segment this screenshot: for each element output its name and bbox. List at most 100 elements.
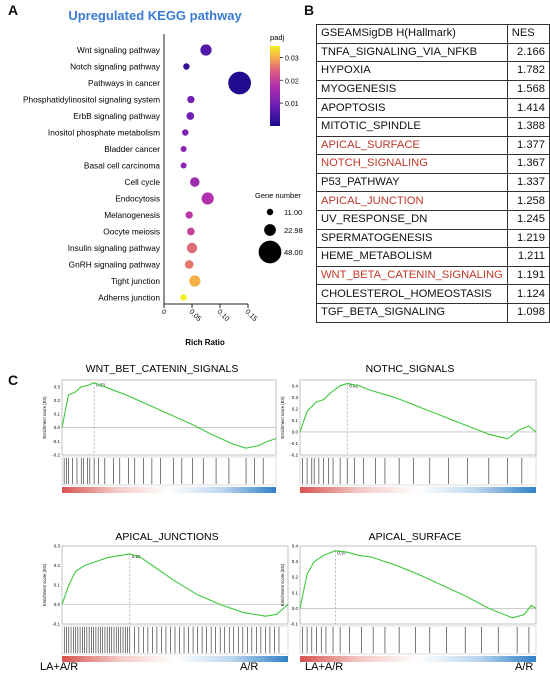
gsea-rank-bar [62, 656, 288, 662]
table-row: UV_RESPONSE_DN 1.245 [317, 210, 550, 229]
size-legend-title: Gene number [255, 191, 301, 200]
gsea-es-line [62, 383, 276, 449]
gsea-peak-label: 0.37 [337, 551, 346, 556]
gsea-y-tick-label: -0.1 [290, 622, 298, 627]
gsea-es-line [300, 551, 536, 618]
table-row: CHOLESTEROL_HOMEOSTASIS 1.124 [317, 285, 550, 304]
kegg-x-tick-label: 0.10 [216, 308, 231, 323]
gsea-y-tick-label: 0.2 [292, 575, 299, 580]
kegg-pathway-label: Oocyte meiosis [103, 227, 160, 237]
nes-value: 1.388 [507, 117, 549, 136]
kegg-x-tick-label: 0.05 [188, 308, 203, 323]
gene-set-name: SPERMATOGENESIS [317, 229, 508, 248]
kegg-pathway-label: Adherns junction [98, 293, 160, 303]
kegg-point [185, 260, 194, 269]
gsea-y-tick-label: 0.2 [54, 563, 61, 568]
table-row: TNFA_SIGNALING_VIA_NFKB 2.166 [317, 43, 550, 62]
kegg-point [183, 63, 189, 69]
gsea-y-tick-label: 0.4 [292, 544, 299, 549]
nes-value: 1.245 [507, 210, 549, 229]
panel-label-b: B [304, 2, 314, 18]
gene-set-name: NOTCH_SIGNALING [317, 155, 508, 174]
table-row: TGF_BETA_SIGNALING 1.098 [317, 303, 550, 322]
nes-value: 1.377 [507, 136, 549, 155]
gsea-panel: APICAL_JUNCTIONS 0.3 0.2 0.1 0.0 -0.1 Enrichme… [42, 531, 288, 662]
gsea-axis-left-label: LA+A/R [40, 661, 78, 673]
gsea-title: APICAL_SURFACE [369, 531, 462, 543]
gene-set-name: APOPTOSIS [317, 99, 508, 118]
gsea-y-tick-label: 0.2 [54, 398, 61, 403]
table-header-cell: GSEAMSigDB H(Hallmark) [317, 25, 508, 44]
gene-set-name: MITOTIC_SPINDLE [317, 117, 508, 136]
gene-set-name: WNT_BETA_CATENIN_SIGNALING [317, 266, 508, 285]
gsea-axis-right-label: A/R [515, 661, 533, 673]
nes-value: 1.414 [507, 99, 549, 118]
gsea-y-axis-label: Enrichment score (ES) [42, 396, 47, 439]
table-row: MYOGENESIS 1.568 [317, 80, 550, 99]
padj-tick-label: 0.02 [285, 78, 299, 85]
size-legend-label: 22.98 [284, 226, 303, 235]
gene-set-name: APICAL_SURFACE [317, 136, 508, 155]
gene-set-name: APICAL_JUNCTION [317, 192, 508, 211]
kegg-pathway-label: Endocytosis [115, 194, 160, 204]
kegg-pathway-label: Notch signaling pathway [70, 62, 161, 72]
padj-legend-title: padj [270, 33, 285, 42]
gsea-y-tick-label: -0.2 [290, 453, 298, 458]
nes-value: 1.337 [507, 173, 549, 192]
kegg-pathway-label: Insulin signaling pathway [68, 243, 161, 253]
gsea-y-tick-label: -0.1 [52, 622, 60, 627]
gsea-panel: WNT_BET_CATENIN_SIGNALS 0.3 0.2 0.1 0.0 -0.1 -… [42, 363, 276, 493]
gsea-y-tick-label: 0.1 [54, 583, 61, 588]
kegg-x-tick-label: 0.15 [244, 308, 259, 323]
table-row: APOPTOSIS 1.414 [317, 99, 550, 118]
kegg-point [182, 129, 188, 135]
kegg-point [181, 146, 187, 152]
gsea-y-tick-label: 0.0 [292, 606, 299, 611]
gsea-y-tick-label: 0.2 [292, 406, 299, 411]
gsea-y-tick-label: 0.3 [292, 395, 299, 400]
gsea-rank-bar [300, 487, 536, 493]
kegg-point [189, 275, 200, 286]
kegg-point [187, 243, 197, 253]
gsea-es-line [300, 384, 536, 439]
nes-value: 1.568 [507, 80, 549, 99]
gsea-y-tick-label: 0.1 [292, 418, 299, 423]
gsea-y-tick-label: 0.3 [54, 544, 61, 549]
gsea-panel: NOTHC_SIGNALS 0.4 0.3 0.2 0.1 0.0 -0.1 -0.2 Enri… [280, 363, 536, 493]
kegg-x-tick-label: 0 [160, 308, 168, 316]
table-row: SPERMATOGENESIS 1.219 [317, 229, 550, 248]
padj-tick-label: 0.03 [285, 55, 299, 62]
nes-value: 1.098 [507, 303, 549, 322]
kegg-pathway-label: Melanogenesis [104, 210, 160, 220]
nes-value: 1.124 [507, 285, 549, 304]
kegg-pathway-label: Bladder cancer [104, 144, 160, 154]
size-legend-dot [264, 224, 276, 236]
nes-value: 1.258 [507, 192, 549, 211]
kegg-pathway-label: Basal cell carcinoma [84, 161, 160, 171]
padj-tick-label: 0.01 [285, 101, 299, 108]
gsea-y-axis-label: Enrichment score (ES) [280, 396, 285, 439]
nes-value: 2.166 [507, 43, 549, 62]
gene-set-name: UV_RESPONSE_DN [317, 210, 508, 229]
gsea-y-tick-label: 0.4 [292, 383, 299, 388]
gene-set-name: HYPOXIA [317, 62, 508, 81]
gsea-y-tick-label: 0.1 [292, 590, 299, 595]
gsea-axis-left-label-2: LA+A/R [305, 661, 343, 673]
kegg-pathway-label: Pathways in cancer [88, 78, 160, 88]
table-header-row: GSEAMSigDB H(Hallmark) NES [317, 25, 550, 44]
size-legend-label: 11.00 [284, 208, 302, 217]
table-header-cell: NES [507, 25, 549, 44]
table-row: APICAL_SURFACE 1.377 [317, 136, 550, 155]
table-row: HYPOXIA 1.782 [317, 62, 550, 81]
gsea-title: NOTHC_SIGNALS [366, 363, 455, 375]
kegg-point [228, 72, 251, 95]
kegg-point [180, 294, 186, 300]
size-legend-dot [267, 209, 273, 215]
gsea-y-tick-label: 0.0 [292, 429, 299, 434]
gene-set-name: CHOLESTEROL_HOMEOSTASIS [317, 285, 508, 304]
gsea-rank-bar [300, 656, 536, 662]
gsea-nes-table: GSEAMSigDB H(Hallmark) NES TNFA_SIGNALING_… [316, 24, 550, 323]
nes-value: 1.211 [507, 248, 549, 267]
gsea-y-axis-label: Enrichment score (ES) [42, 563, 47, 606]
kegg-point [202, 192, 214, 204]
